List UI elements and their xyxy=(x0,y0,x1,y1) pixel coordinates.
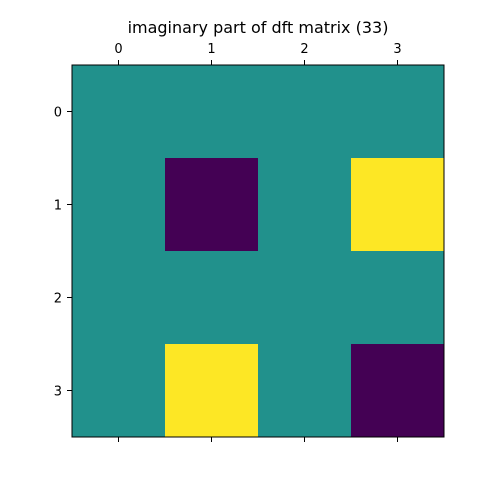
y-tick-label-3: 3 xyxy=(54,385,62,400)
x-tick-label-3: 3 xyxy=(393,42,401,57)
heatmap-cell-r0-c3 xyxy=(351,65,445,159)
heatmap-cell-r1-c0 xyxy=(72,158,166,252)
heatmap-cell-r0-c2 xyxy=(258,65,352,159)
plot-frame xyxy=(71,64,445,438)
y-tick-label-1: 1 xyxy=(54,199,62,214)
heatmap-cell-r2-c1 xyxy=(165,251,259,345)
heatmap-cell-r3-c0 xyxy=(72,344,166,438)
heatmap-cell-r3-c1 xyxy=(165,344,259,438)
heatmap-cell-r2-c3 xyxy=(351,251,445,345)
heatmap-cell-r2-c2 xyxy=(258,251,352,345)
y-tick-label-2: 2 xyxy=(54,292,62,307)
heatmap-cell-r0-c0 xyxy=(72,65,166,159)
y-tick-label-0: 0 xyxy=(54,106,62,121)
heatmap-cell-r3-c3 xyxy=(351,344,445,438)
heatmap-cell-r0-c1 xyxy=(165,65,259,159)
heatmap-cell-r1-c3 xyxy=(351,158,445,252)
heatmap-cell-r2-c0 xyxy=(72,251,166,345)
y-axis-ticks: 0 1 2 3 xyxy=(54,106,72,400)
chart-title: imaginary part of dft matrix (33) xyxy=(128,18,389,37)
heatmap-cells xyxy=(72,65,445,438)
heatmap-cell-r1-c1 xyxy=(165,158,259,252)
x-tick-label-2: 2 xyxy=(300,42,308,57)
x-tick-label-0: 0 xyxy=(114,42,122,57)
x-axis-ticks: 0 1 2 3 xyxy=(114,42,402,442)
heatmap-cell-r1-c2 xyxy=(258,158,352,252)
x-tick-label-1: 1 xyxy=(207,42,215,57)
heatmap-cell-r3-c2 xyxy=(258,344,352,438)
